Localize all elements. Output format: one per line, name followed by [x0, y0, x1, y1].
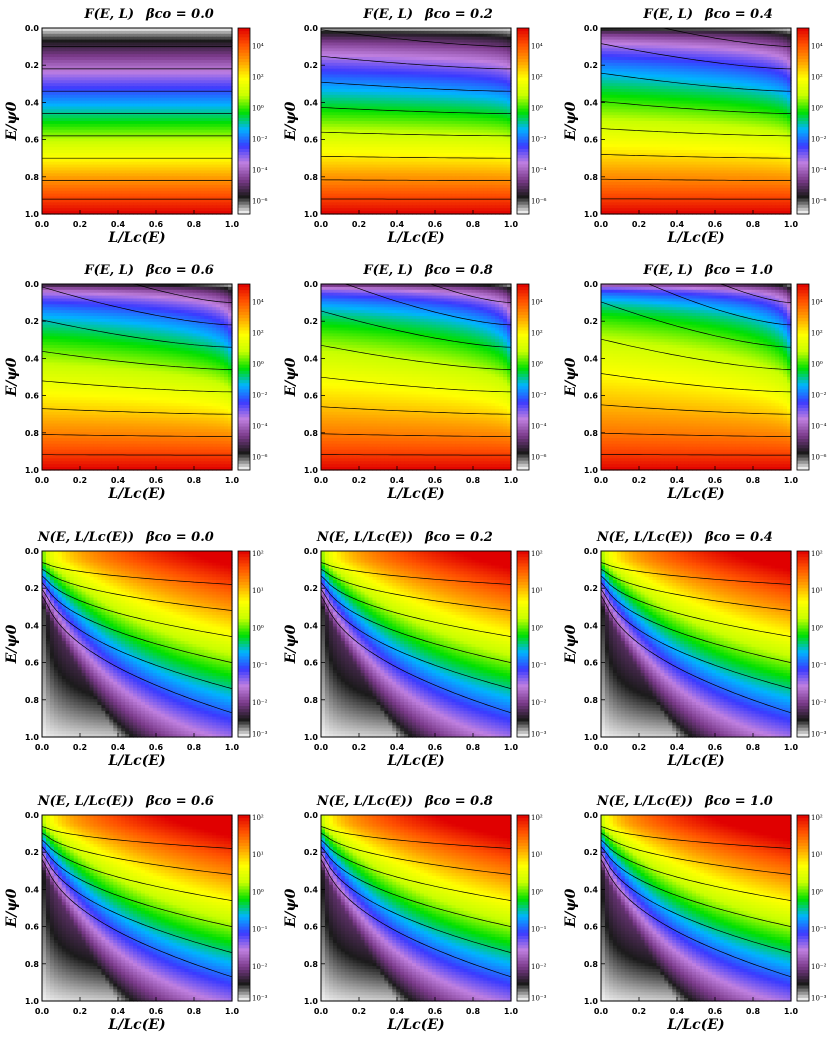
panel-1-title: F(E, L): [83, 7, 134, 22]
panel-1-subtitle: βco = 0.0: [145, 7, 214, 22]
panel-1-ytick-label: 0.0: [25, 24, 40, 33]
panel-1-xtick-label: 0.6: [149, 220, 164, 229]
panel-1-xtick-label: 1.0: [225, 220, 240, 229]
panel-1-ytick-label: 0.4: [25, 98, 40, 107]
panel-1-colorbar-tick: 10⁻²: [252, 136, 268, 144]
panel-2-heatmap: [321, 28, 512, 215]
panel-2: F(E, L) βco = 0.20.00.20.40.60.81.00.0 0.2…: [283, 7, 547, 246]
panel-1-colorbar-tick: 10⁻⁶: [252, 198, 268, 206]
panel-1-xtick-label: 0.4: [111, 220, 126, 229]
panel-1-xtick-label: 0.0: [35, 220, 50, 229]
panel-1-xtick-label: 0.8: [187, 220, 202, 229]
panel-2-subtitle: βco = 0.2: [424, 7, 493, 22]
panel-1-ytick-label: 1.0: [25, 210, 40, 219]
panel-1-heatmap: [42, 28, 233, 215]
panel-1-colorbar: 10⁴ 10² 10⁰ 10⁻² 10⁻⁴ 10⁻⁶: [238, 28, 268, 215]
panel-1-colorbar-tick: 10⁴: [252, 43, 264, 51]
panel-1-ytick-label: 0.8: [25, 173, 40, 182]
panel-1-xlabel: L/Lc(E): [107, 230, 165, 246]
panel-1-ytick-label: 0.2: [25, 61, 39, 70]
panel-1-ylabel: E/ψ0: [4, 101, 20, 141]
panel-1-colorbar-tick: 10⁰: [252, 105, 264, 113]
panel-2-title: F(E, L): [362, 7, 413, 22]
panel-1-xtick-label: 0.2: [73, 220, 87, 229]
panel-1-ytick-label: 0.6: [25, 136, 40, 145]
panel-1-colorbar-tick: 10²: [252, 74, 264, 82]
panel-1: F(E, L) βco = 0.00.00.20.40.60.81.00.0 0.2…: [4, 7, 268, 246]
panel-1-colorbar-tick: 10⁻⁴: [252, 167, 268, 175]
